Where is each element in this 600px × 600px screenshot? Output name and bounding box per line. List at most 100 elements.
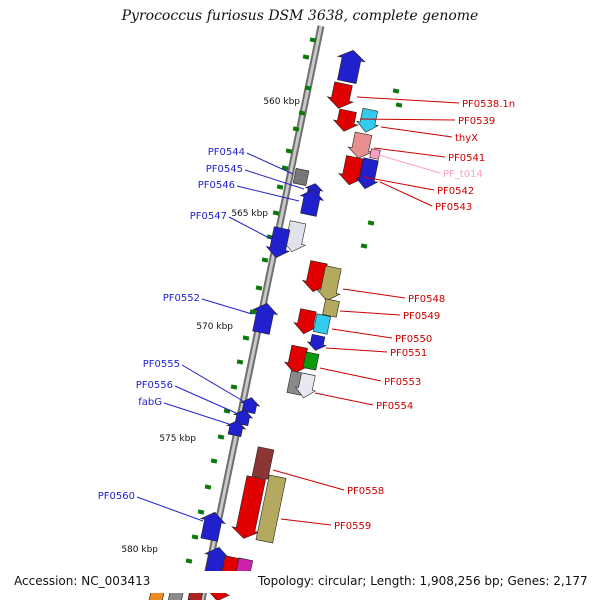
gene-PF0551[interactable] xyxy=(306,333,328,353)
gene-fabG[interactable] xyxy=(225,419,247,438)
status-accession: Accession: NC_003413 xyxy=(14,574,151,588)
minor-feature-mark xyxy=(217,434,225,440)
map-title: Pyrococcus furiosus DSM 3638, complete g… xyxy=(121,8,479,24)
label-callout-line xyxy=(314,392,374,406)
label-callout-line xyxy=(380,126,453,138)
gene-label-PF0542[interactable]: PF0542 xyxy=(437,186,474,197)
label-callout-line xyxy=(319,367,382,382)
scale-label: 560 kbp xyxy=(263,97,300,107)
gene-label-PF0552[interactable]: PF0552 xyxy=(163,293,200,304)
label-callout-line xyxy=(181,364,244,402)
scale-label: 565 kbp xyxy=(231,209,268,219)
gene-glyph[interactable] xyxy=(230,475,270,541)
gene-glyph[interactable] xyxy=(292,308,320,336)
minor-feature-mark xyxy=(304,85,312,91)
minor-feature-mark xyxy=(272,210,280,216)
gene-PF0543[interactable] xyxy=(354,157,381,191)
minor-feature-mark xyxy=(185,558,193,564)
gene-PF0555[interactable] xyxy=(239,396,261,415)
label-callout-line xyxy=(174,385,237,414)
gene-label-PF0555[interactable]: PF0555 xyxy=(143,359,180,370)
gene-label-PF0548[interactable]: PF0548 xyxy=(408,294,445,305)
gene-label-PF0549[interactable]: PF0549 xyxy=(403,311,440,322)
gene-label-PF0550[interactable]: PF0550 xyxy=(395,334,432,345)
gene-label-PF0551[interactable]: PF0551 xyxy=(390,348,427,359)
gene-label-PF0544[interactable]: PF0544 xyxy=(208,147,245,158)
gene-PF0548[interactable] xyxy=(315,265,345,303)
label-callout-line xyxy=(356,96,460,104)
label-callout-line xyxy=(280,518,332,526)
gene-PF0558[interactable] xyxy=(251,446,275,480)
label-callout-line xyxy=(379,181,433,207)
gene-PF0550[interactable] xyxy=(312,313,332,335)
minor-feature-mark xyxy=(210,458,218,464)
gene-PF0552[interactable] xyxy=(249,301,279,335)
gene-label-PF0545[interactable]: PF0545 xyxy=(206,164,243,175)
gene-label-PF0560[interactable]: PF0560 xyxy=(98,491,135,502)
label-callout-line xyxy=(373,147,446,158)
label-callout-line xyxy=(331,328,393,339)
gene-PF0560[interactable] xyxy=(197,510,227,542)
label-callout-line xyxy=(244,169,305,190)
gene-label-PF0556[interactable]: PF0556 xyxy=(136,380,173,391)
label-callout-line xyxy=(163,402,230,425)
label-callout-line xyxy=(228,216,272,240)
minor-feature-mark xyxy=(191,534,199,540)
gene-thyX[interactable] xyxy=(355,107,381,135)
status-summary: Topology: circular; Length: 1,908,256 bp… xyxy=(258,574,588,588)
gene-label-PF0543[interactable]: PF0543 xyxy=(435,202,472,213)
gene-PF0549[interactable] xyxy=(322,298,340,318)
gene-label-thyX[interactable]: thyX xyxy=(455,133,478,144)
gene-label-PF0547[interactable]: PF0547 xyxy=(190,211,227,222)
minor-feature-mark xyxy=(204,484,212,490)
gene-label-PF0538.1n[interactable]: PF0538.1n xyxy=(462,99,515,110)
gene-label-PF0553[interactable]: PF0553 xyxy=(384,377,421,388)
gene-label-PF0546[interactable]: PF0546 xyxy=(198,180,235,191)
minor-feature-mark xyxy=(298,110,306,116)
gene-PF0559[interactable] xyxy=(255,474,287,544)
gene-PF0539[interactable] xyxy=(332,108,360,134)
label-callout-line xyxy=(246,152,294,175)
minor-feature-mark xyxy=(285,148,293,154)
label-callout-line xyxy=(363,176,435,191)
label-callout-line xyxy=(342,288,406,299)
label-callout-line xyxy=(339,310,401,316)
gene-PF0554[interactable] xyxy=(294,372,319,400)
minor-feature-mark xyxy=(197,509,205,515)
gene-PF0547[interactable] xyxy=(265,226,294,260)
gene-label-PF_t014[interactable]: PF_t014 xyxy=(443,169,483,180)
minor-feature-mark xyxy=(367,220,375,226)
gene-PF0553[interactable] xyxy=(302,351,320,371)
scale-label: 580 kbp xyxy=(121,545,158,555)
gene-PF0546[interactable] xyxy=(297,187,325,217)
status-bar: Accession: NC_003413 Topology: circular;… xyxy=(0,571,600,593)
gene-label-PF0539[interactable]: PF0539 xyxy=(458,116,495,127)
gene-glyph[interactable] xyxy=(283,344,311,375)
gene-PF0538.1n[interactable] xyxy=(326,81,357,111)
label-callout-line xyxy=(272,469,345,491)
gene-glyph[interactable] xyxy=(333,48,366,85)
minor-feature-mark xyxy=(230,384,238,390)
gene-label-PF0541[interactable]: PF0541 xyxy=(448,153,485,164)
gene-PF0544[interactable] xyxy=(292,167,310,187)
gene-label-PF0559[interactable]: PF0559 xyxy=(334,521,371,532)
minor-feature-mark xyxy=(302,54,310,60)
label-callout-line xyxy=(136,496,204,522)
minor-feature-mark xyxy=(392,88,400,94)
gene-label-PF0558[interactable]: PF0558 xyxy=(347,486,384,497)
gene-label-PF0554[interactable]: PF0554 xyxy=(376,401,413,412)
minor-feature-mark xyxy=(360,243,368,249)
label-callout-line xyxy=(236,185,300,202)
minor-feature-mark xyxy=(309,37,317,43)
minor-feature-mark xyxy=(395,102,403,108)
gene-PF_t014[interactable] xyxy=(369,148,381,160)
label-callout-line xyxy=(378,154,441,174)
label-callout-line xyxy=(359,118,456,121)
minor-feature-mark xyxy=(255,285,263,291)
minor-feature-mark xyxy=(261,257,269,263)
gene-PF0541[interactable] xyxy=(346,131,375,160)
gene-label-fabG[interactable]: fabG xyxy=(138,397,162,408)
minor-feature-mark xyxy=(242,335,250,341)
